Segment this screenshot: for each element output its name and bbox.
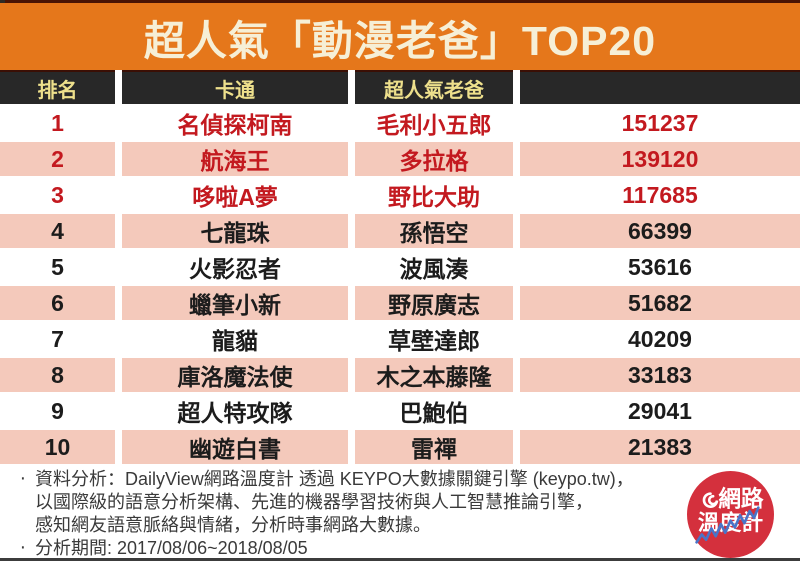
logo-trend-line-icon — [695, 506, 760, 544]
bullet: ‧ — [20, 538, 26, 558]
title-banner: 超人氣「動漫老爸」TOP20 — [0, 3, 800, 70]
analysis-period-text: 分析期間: 2017/08/06~2018/08/05 — [35, 538, 308, 558]
cartoon-cell: 名偵探柯南 — [177, 112, 293, 138]
cartoon-cell: 七龍珠 — [122, 214, 348, 248]
dad-cell: 波風湊 — [399, 256, 469, 282]
table-body: 1 名偵探柯南 毛利小五郎 151237 2 航海王 多拉格 139120 3 … — [0, 106, 800, 464]
cartoon-cell: 龍貓 — [212, 328, 258, 354]
footnote-line: 以國際級的語意分析架構、先進的機器學習技術與人工智慧推論引擎， — [20, 491, 670, 514]
table-row: 9 超人特攻隊 巴鮑伯 29041 — [0, 394, 800, 428]
footnote-block: ‧ 資料分析：DailyView網路溫度計 透過 KEYPO大數據關鍵引擎 (k… — [20, 468, 670, 560]
logo-text-line1: 網路 — [718, 486, 764, 512]
table-row: 1 名偵探柯南 毛利小五郎 151237 — [0, 106, 800, 140]
cartoon-cell: 火影忍者 — [189, 256, 281, 282]
top-border — [0, 0, 800, 3]
rank-cell: 10 — [0, 430, 115, 464]
header-dad: 超人氣老爸 — [355, 70, 513, 104]
header-rank: 排名 — [0, 70, 115, 104]
rank-cell: 8 — [0, 358, 115, 392]
bottom-border — [0, 558, 800, 561]
dad-cell: 巴鮑伯 — [399, 400, 469, 426]
dailyview-logo: 網路 溫度計 — [687, 471, 774, 558]
dad-cell: 草壁達郎 — [388, 328, 480, 354]
table-row: 10 幽遊白書 雷禪 21383 — [0, 430, 800, 464]
cartoon-cell: 庫洛魔法使 — [122, 358, 348, 392]
cartoon-cell: 幽遊白書 — [122, 430, 348, 464]
cartoon-cell: 蠟筆小新 — [122, 286, 348, 320]
rank-cell: 3 — [51, 181, 64, 208]
table-row: 2 航海王 多拉格 139120 — [0, 142, 800, 176]
dad-cell: 孫悟空 — [355, 214, 513, 248]
rank-cell: 2 — [0, 142, 115, 176]
dad-cell: 毛利小五郎 — [376, 112, 492, 138]
footnote-line: ‧ 資料分析：DailyView網路溫度計 透過 KEYPO大數據關鍵引擎 (k… — [20, 468, 670, 491]
table-row: 3 哆啦A夢 野比大助 117685 — [0, 178, 800, 212]
table-row: 5 火影忍者 波風湊 53616 — [0, 250, 800, 284]
rank-cell: 6 — [0, 286, 115, 320]
count-cell: 117685 — [622, 181, 698, 208]
rank-cell: 5 — [51, 253, 64, 280]
header-count — [520, 70, 800, 104]
count-cell: 40209 — [628, 325, 692, 352]
table-row: 8 庫洛魔法使 木之本藤隆 33183 — [0, 358, 800, 392]
dad-cell: 木之本藤隆 — [355, 358, 513, 392]
rank-cell: 7 — [51, 325, 64, 352]
rank-cell: 4 — [0, 214, 115, 248]
bullet: ‧ — [20, 469, 26, 489]
table-header-row: 排名 卡通 超人氣老爸 — [0, 70, 800, 104]
dad-cell: 多拉格 — [355, 142, 513, 176]
count-cell: 66399 — [520, 214, 800, 248]
dad-cell: 野原廣志 — [355, 286, 513, 320]
rank-cell: 1 — [51, 109, 64, 136]
bullet — [20, 514, 35, 537]
footnote-line: ‧ 分析期間: 2017/08/06~2018/08/05 — [20, 537, 670, 560]
footnote-text: 資料分析：DailyView網路溫度計 透過 KEYPO大數據關鍵引擎 (key… — [35, 469, 634, 489]
footnote-line: 感知網友語意脈絡與情緒，分析時事網路大數據。 — [20, 514, 670, 537]
dad-cell: 雷禪 — [355, 430, 513, 464]
rank-cell: 9 — [51, 397, 64, 424]
count-cell: 151237 — [621, 109, 699, 136]
page-title: 超人氣「動漫老爸」TOP20 — [143, 17, 657, 64]
count-cell: 139120 — [520, 142, 800, 176]
dad-cell: 野比大助 — [388, 184, 480, 210]
logo-swirl-icon — [702, 492, 719, 508]
cartoon-cell: 哆啦A夢 — [192, 184, 278, 210]
table-row: 6 蠟筆小新 野原廣志 51682 — [0, 286, 800, 320]
footnote-text: 感知網友語意脈絡與情緒，分析時事網路大數據。 — [35, 515, 431, 535]
count-cell: 53616 — [628, 253, 692, 280]
bullet — [20, 491, 35, 514]
footnote-text: 以國際級的語意分析架構、先進的機器學習技術與人工智慧推論引擎， — [35, 492, 593, 512]
table-row: 4 七龍珠 孫悟空 66399 — [0, 214, 800, 248]
count-cell: 21383 — [520, 430, 800, 464]
count-cell: 51682 — [520, 286, 800, 320]
count-cell: 33183 — [520, 358, 800, 392]
table-row: 7 龍貓 草壁達郎 40209 — [0, 322, 800, 356]
cartoon-cell: 航海王 — [122, 142, 348, 176]
cartoon-cell: 超人特攻隊 — [177, 400, 293, 426]
count-cell: 29041 — [628, 397, 692, 424]
header-cartoon: 卡通 — [122, 70, 348, 104]
